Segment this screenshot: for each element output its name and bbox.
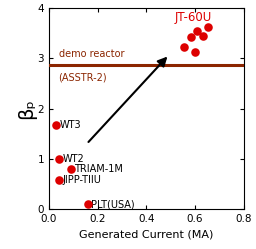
- Text: PLT(USA): PLT(USA): [91, 199, 135, 209]
- Y-axis label: βₚ: βₚ: [17, 98, 36, 119]
- Text: WT3: WT3: [60, 120, 81, 130]
- Text: demo reactor: demo reactor: [59, 50, 124, 60]
- Point: [69, 167, 73, 171]
- Point: [86, 202, 90, 206]
- Point: [54, 123, 58, 127]
- Point: [57, 178, 61, 182]
- Text: TRIAM-1M: TRIAM-1M: [74, 164, 123, 174]
- Text: WT2: WT2: [62, 154, 84, 164]
- Point: [182, 45, 186, 49]
- Text: (ASSTR-2): (ASSTR-2): [59, 72, 107, 83]
- Point: [57, 157, 61, 161]
- X-axis label: Generated Current (MA): Generated Current (MA): [79, 230, 214, 240]
- Point: [206, 25, 210, 29]
- Point: [189, 35, 193, 39]
- Point: [201, 34, 206, 38]
- Point: [193, 51, 197, 55]
- Text: JIPP-TIIU: JIPP-TIIU: [62, 175, 101, 185]
- Point: [195, 29, 199, 33]
- Text: JT-60U: JT-60U: [174, 11, 211, 24]
